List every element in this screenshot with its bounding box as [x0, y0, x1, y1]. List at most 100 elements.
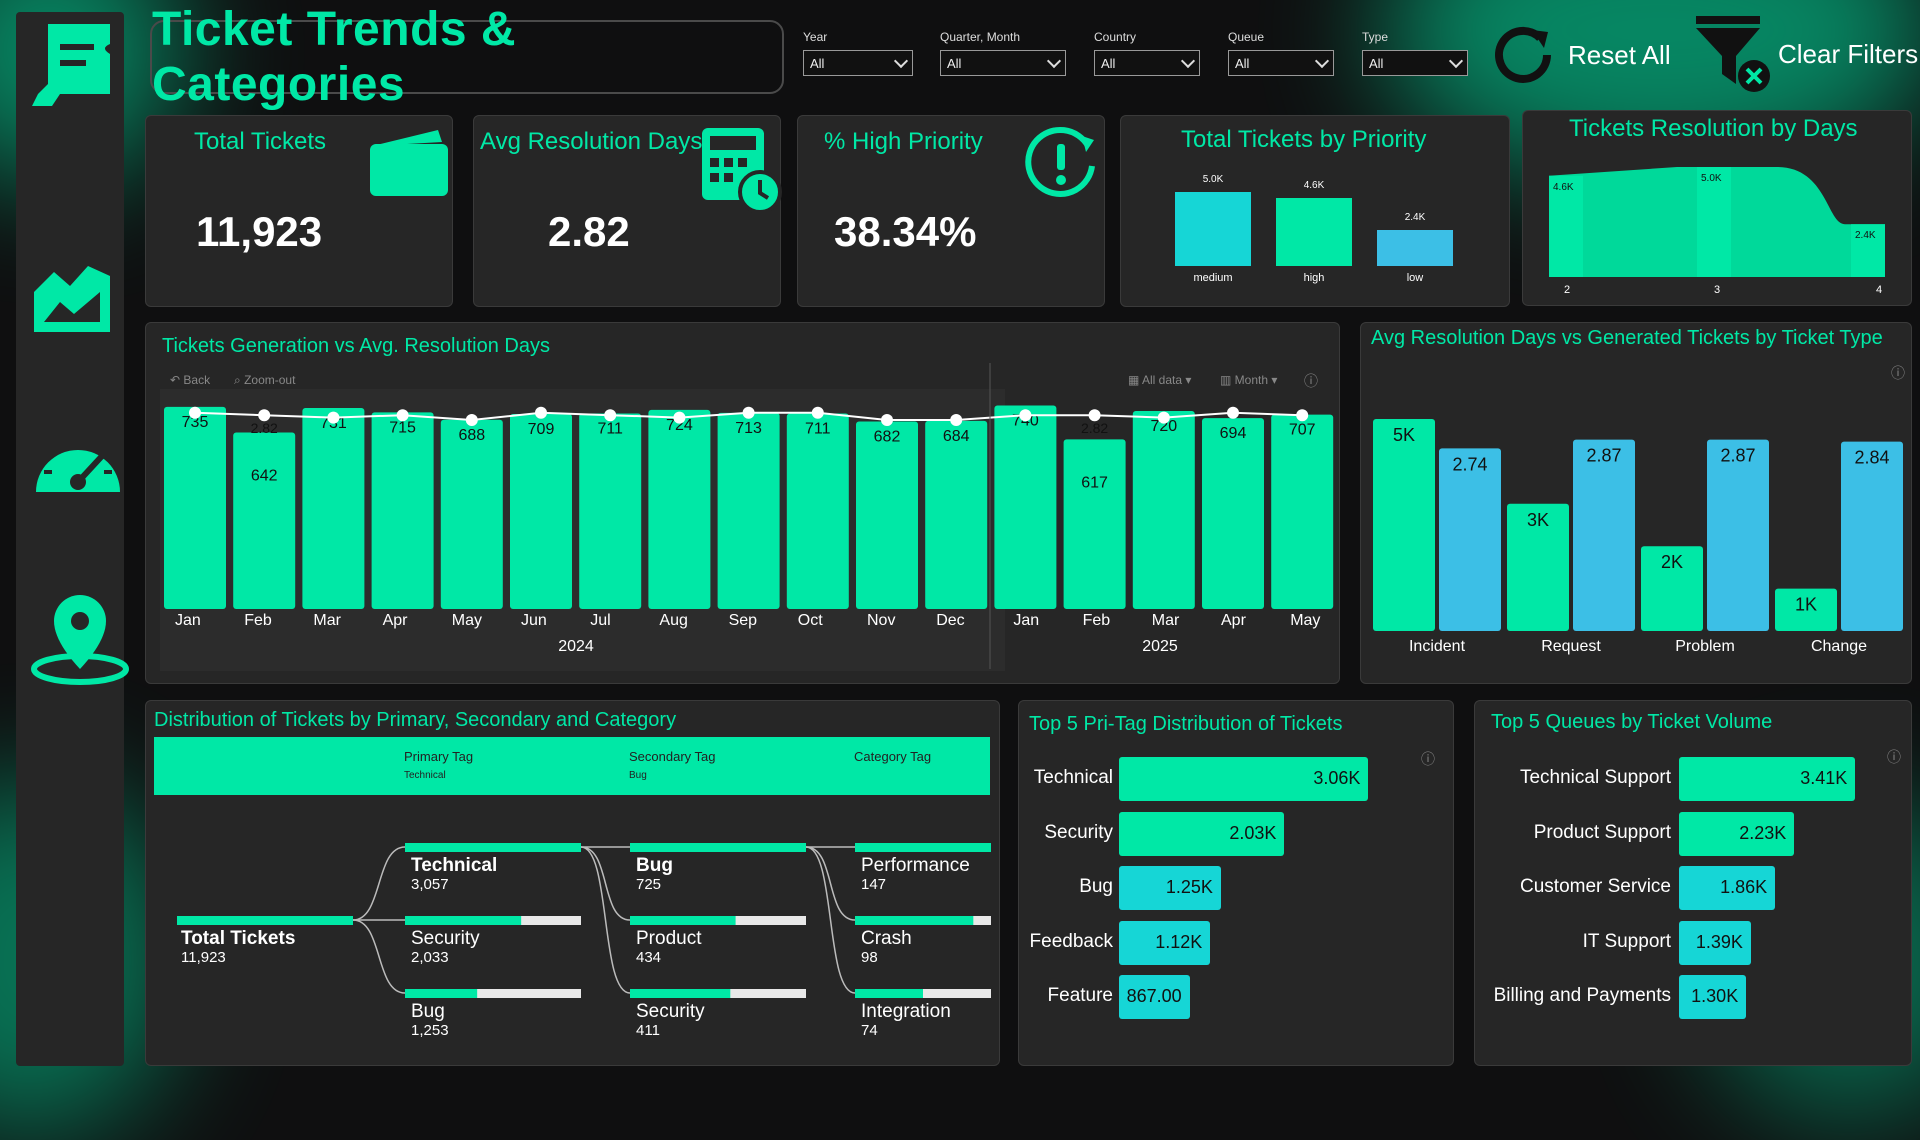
queues-bar	[1679, 757, 1856, 801]
pritag-value-label: 867.00	[1126, 986, 1182, 1006]
trend-bar-label: 684	[943, 428, 970, 445]
trend-bar	[302, 407, 365, 609]
tree-connector	[805, 846, 856, 994]
refresh-icon	[1495, 26, 1551, 83]
resolution-bar	[1851, 224, 1885, 277]
filter-type-select[interactable]: All	[1362, 50, 1468, 76]
tree-connector	[580, 846, 631, 994]
zoom-out-button[interactable]: ⌕ Zoom-out	[234, 373, 296, 387]
map-pin-icon[interactable]	[30, 587, 129, 685]
alert-clock-icon	[1025, 126, 1095, 197]
trend-bar	[1132, 411, 1195, 609]
tree-header-primary[interactable]: Primary Tag Technical	[404, 749, 473, 781]
ticket-icon[interactable]	[30, 14, 110, 106]
queues-title: Top 5 Queues by Ticket Volume	[1491, 711, 1773, 733]
trend-title: Tickets Generation vs Avg. Resolution Da…	[162, 335, 550, 357]
tree-node-bar-fill	[630, 916, 736, 925]
month-dropdown[interactable]: ▥ Month ▾	[1220, 373, 1278, 387]
help-icon[interactable]: ⓘ	[1304, 373, 1318, 389]
all-data-label: All data	[1142, 373, 1183, 387]
help-icon[interactable]: ⓘ	[1887, 749, 1901, 765]
filter-queue-select[interactable]: All	[1228, 50, 1334, 76]
resolution-panel: Tickets Resolution by Days 4.6K 2 5.0K 3 2.4…	[1522, 110, 1912, 306]
tree-node-name: Bug	[636, 855, 673, 876]
resolution-title: Tickets Resolution by Days	[1569, 115, 1858, 142]
help-icon[interactable]: ⓘ	[1891, 365, 1905, 381]
queues-value-label: 2.23K	[1739, 822, 1787, 843]
trend-bar	[717, 412, 780, 609]
trend-x-label: Sep	[729, 612, 758, 629]
resolution-value-label: 5.0K	[1701, 173, 1722, 184]
type-avgdays-bar	[1439, 448, 1501, 631]
chevron-down-icon	[1180, 53, 1196, 69]
filter-country-select[interactable]: All	[1094, 50, 1200, 76]
help-icon[interactable]: ⓘ	[1421, 751, 1435, 767]
trend-x-label: Jun	[521, 612, 547, 629]
pritag-value-label: 1.12K	[1155, 931, 1203, 952]
trend-bar	[648, 409, 711, 609]
tree-header-category[interactable]: Category Tag	[854, 749, 931, 764]
trend-line-label: 2.82	[251, 420, 278, 436]
tree-node-bar-fill	[855, 916, 974, 925]
trend-bar-label: 713	[735, 420, 762, 437]
filter-quarter-select[interactable]: All	[940, 50, 1066, 76]
type-avgdays-label: 2.87	[1720, 446, 1755, 466]
trend-bar-label: 642	[251, 467, 278, 484]
tree-node-value: 74	[861, 1022, 878, 1039]
reset-all-button[interactable]: Reset All	[1490, 22, 1671, 88]
back-button[interactable]: ↶ Back	[170, 373, 211, 387]
queues-bar	[1679, 920, 1751, 965]
filter-country-label: Country	[1094, 30, 1137, 44]
type-category-label: Problem	[1675, 638, 1735, 655]
type-chart: 5K 2.74 Incident 3K 2.87 Request 2K 2.87 Problem…	[1373, 419, 1903, 655]
pritag-bar	[1119, 920, 1211, 965]
priority-title: Total Tickets by Priority	[1181, 126, 1427, 153]
tree-root-value: 11,923	[181, 949, 226, 966]
all-data-dropdown[interactable]: ▦ All data ▾	[1128, 373, 1192, 387]
kpi-avg-label: Avg Resolution Days	[480, 128, 703, 155]
pritag-value-label: 1.25K	[1165, 877, 1213, 897]
tree-node-value: 434	[636, 949, 661, 966]
tree-header-secondary[interactable]: Secondary Tag Bug	[629, 749, 716, 781]
kpi-total-value: 11,923	[196, 208, 323, 255]
trend-bar-label: 720	[1150, 418, 1177, 435]
pritag-panel: Top 5 Pri-Tag Distribution of Tickets ⓘ …	[1018, 700, 1454, 1066]
filter-clear-icon	[1696, 16, 1770, 92]
trend-x-label: Feb	[1083, 612, 1111, 629]
pritag-bar	[1119, 757, 1369, 801]
type-tickets-label: 1K	[1795, 595, 1817, 615]
type-tickets-bar	[1641, 546, 1703, 631]
trend-bar	[579, 413, 642, 609]
pritag-bar	[1119, 866, 1221, 910]
queues-value-label: 1.30K	[1691, 986, 1739, 1006]
filter-quarter-month: Quarter, Month All	[940, 30, 1066, 76]
filter-year: Year All	[803, 30, 913, 76]
filter-country: Country All	[1094, 30, 1200, 76]
priority-bar-label: 5.0K	[1202, 174, 1224, 185]
trend-year-label: 2025	[1142, 638, 1178, 655]
type-title: Avg Resolution Days vs Generated Tickets…	[1371, 327, 1883, 349]
priority-bar	[1377, 230, 1453, 266]
resolution-bar	[1549, 175, 1583, 277]
tree-node-value: 725	[636, 876, 661, 893]
pritag-category-label: Feedback	[1029, 930, 1113, 952]
tree-connector	[580, 846, 631, 921]
tree-header-secondary-name: Secondary Tag	[629, 749, 716, 764]
zoom-out-label: Zoom-out	[244, 373, 296, 387]
filter-quarter-value: All	[947, 55, 962, 71]
trend-x-label: Mar	[1152, 612, 1180, 629]
speedometer-icon[interactable]	[30, 422, 120, 502]
filter-year-select[interactable]: All	[803, 50, 913, 76]
trend-line-point	[1088, 409, 1101, 422]
trend-line-point	[189, 406, 201, 419]
area-chart-icon[interactable]	[30, 252, 110, 332]
tree-root-bar-fill	[177, 916, 353, 925]
pritag-value-label: 2.03K	[1229, 822, 1277, 843]
pritag-bar	[1119, 811, 1285, 856]
clear-filters-button[interactable]: Clear Filters	[1690, 12, 1918, 96]
queues-category-label: Product Support	[1533, 821, 1671, 843]
tree-node-value: 1,253	[411, 1022, 449, 1039]
back-label: Back	[183, 373, 211, 387]
filter-queue-label: Queue	[1228, 30, 1265, 44]
type-avgdays-bar	[1573, 439, 1635, 631]
